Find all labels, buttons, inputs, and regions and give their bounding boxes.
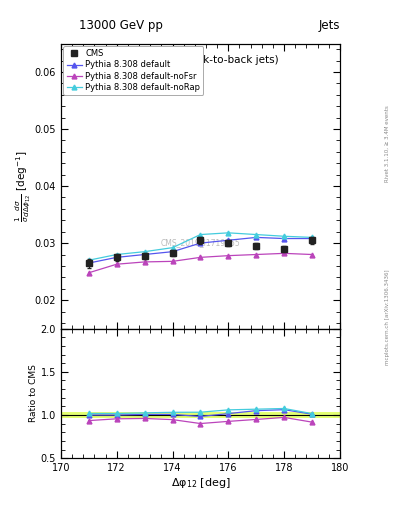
- Text: Δφ(jj) (CMS back-to-back jets): Δφ(jj) (CMS back-to-back jets): [123, 55, 278, 65]
- Y-axis label: Ratio to CMS: Ratio to CMS: [29, 365, 38, 422]
- Text: 13000 GeV pp: 13000 GeV pp: [79, 19, 162, 32]
- Y-axis label: $\frac{1}{\sigma}\frac{d\sigma}{d\Delta\phi_{12}}$ [deg$^{-1}$]: $\frac{1}{\sigma}\frac{d\sigma}{d\Delta\…: [14, 151, 33, 222]
- Text: CMS_2019_I1719955: CMS_2019_I1719955: [161, 239, 240, 248]
- X-axis label: Δφ$_{12}$ [deg]: Δφ$_{12}$ [deg]: [171, 476, 230, 490]
- Legend: CMS, Pythia 8.308 default, Pythia 8.308 default-noFsr, Pythia 8.308 default-noRa: CMS, Pythia 8.308 default, Pythia 8.308 …: [63, 46, 204, 95]
- Text: Rivet 3.1.10, ≥ 3.4M events: Rivet 3.1.10, ≥ 3.4M events: [385, 105, 390, 182]
- Text: Jets: Jets: [318, 19, 340, 32]
- Text: mcplots.cern.ch [arXiv:1306.3436]: mcplots.cern.ch [arXiv:1306.3436]: [385, 270, 390, 365]
